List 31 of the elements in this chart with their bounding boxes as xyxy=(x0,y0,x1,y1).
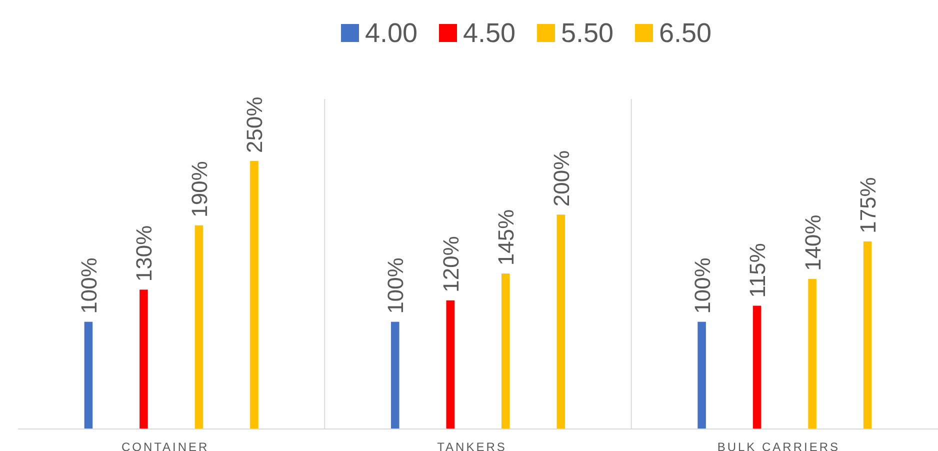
data-label: 175% xyxy=(856,177,881,234)
bar xyxy=(501,274,510,429)
bar xyxy=(390,322,400,429)
data-label: 115% xyxy=(745,243,770,298)
legend-label: 4.00 xyxy=(365,18,418,48)
data-label: 100% xyxy=(690,258,715,314)
bar xyxy=(140,290,148,429)
x-tick-label: BULK CARRIERS xyxy=(717,440,840,451)
x-tick-label: CONTAINER xyxy=(121,440,210,451)
data-label: 145% xyxy=(494,209,519,266)
bar xyxy=(863,241,872,429)
data-label: 130% xyxy=(132,225,157,282)
bar xyxy=(808,278,816,429)
bar xyxy=(752,306,762,429)
data-label: 200% xyxy=(548,150,574,207)
bar xyxy=(446,300,455,429)
bar xyxy=(698,322,706,429)
bar xyxy=(84,322,93,429)
data-label: 100% xyxy=(76,258,102,314)
data-label: 250% xyxy=(242,96,268,153)
bar xyxy=(556,214,566,429)
legend-label: 5.50 xyxy=(561,18,614,48)
bar xyxy=(250,161,258,429)
bar xyxy=(194,225,204,429)
data-label: 120% xyxy=(438,236,464,292)
legend-label: 6.50 xyxy=(659,18,712,48)
data-label: 100% xyxy=(383,258,408,314)
data-label: 190% xyxy=(186,161,212,218)
legend-label: 4.50 xyxy=(463,18,516,48)
data-label: 140% xyxy=(800,214,826,271)
x-tick-label: TANKERS xyxy=(437,440,507,451)
